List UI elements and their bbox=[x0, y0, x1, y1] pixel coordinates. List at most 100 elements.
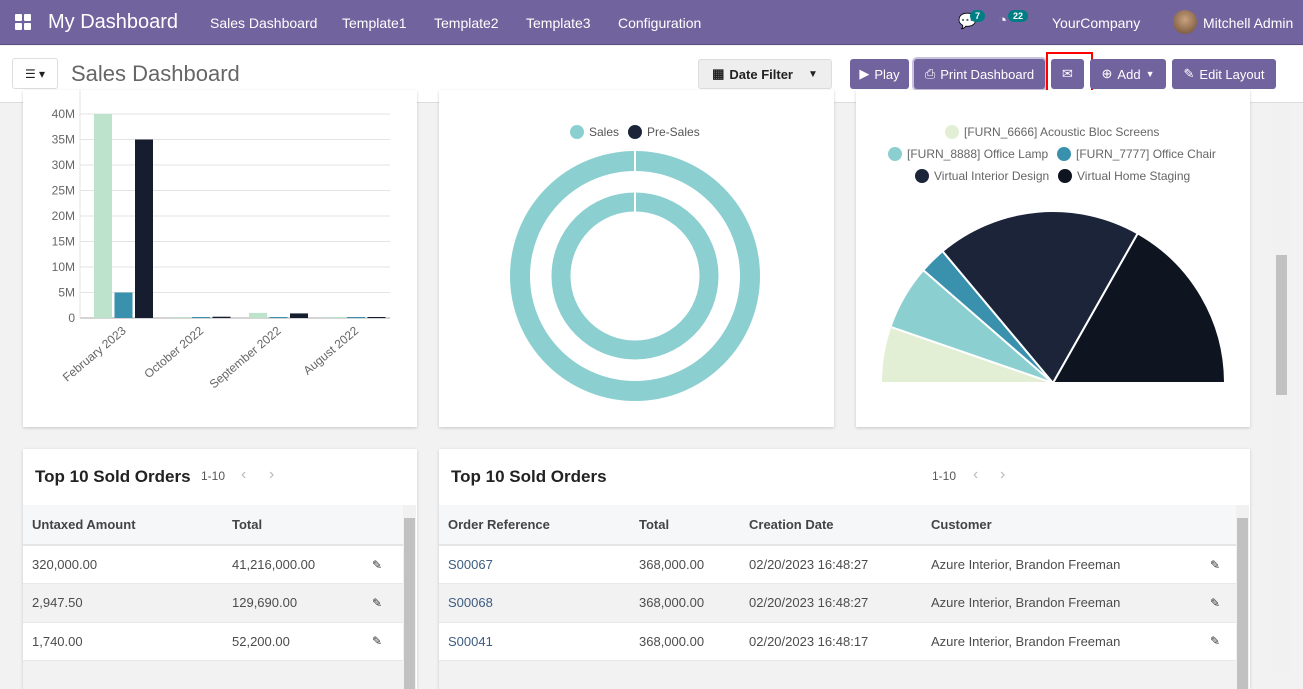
column-header[interactable]: Order Reference bbox=[439, 505, 630, 546]
page-scrollbar[interactable] bbox=[1273, 103, 1290, 671]
app-title[interactable]: My Dashboard bbox=[48, 11, 179, 33]
activities-button[interactable]: ◔ 22 bbox=[998, 10, 1029, 29]
top-orders-card-1: Top 10 Sold Orders 1-10 ‹ › Untaxed Amou… bbox=[23, 449, 417, 689]
cell: S00068 bbox=[439, 583, 630, 623]
bar bbox=[326, 317, 345, 318]
column-header[interactable]: Creation Date bbox=[740, 505, 922, 546]
caret-down-icon: ▼ bbox=[1145, 69, 1155, 79]
bar bbox=[135, 139, 153, 318]
add-button[interactable]: ⊕ Add ▼ bbox=[1090, 59, 1166, 89]
pager-value: 1-10 bbox=[201, 469, 226, 483]
calendar-icon: ▦ bbox=[712, 66, 725, 81]
column-header-actions bbox=[1201, 505, 1236, 546]
table-scrollbar[interactable] bbox=[403, 505, 416, 689]
menu-template1[interactable]: Template1 bbox=[342, 15, 407, 31]
orders-table: Order Reference Total Creation Date Custome… bbox=[439, 505, 1236, 689]
envelope-icon: ✉ bbox=[1062, 66, 1073, 81]
bar bbox=[269, 317, 288, 318]
play-label: Play bbox=[874, 66, 900, 82]
filter-toggle-button[interactable]: ☰ ▾ bbox=[12, 58, 58, 89]
bar bbox=[192, 317, 210, 318]
table-row[interactable]: S00041 368,000.00 02/20/2023 16:48:17 Azure… bbox=[439, 622, 1236, 661]
cell: Azure Interior, Brandon Freeman bbox=[922, 545, 1201, 584]
email-button[interactable]: ✉ bbox=[1051, 59, 1084, 89]
bar bbox=[94, 114, 112, 318]
edit-pencil-icon[interactable]: ✎ bbox=[363, 583, 403, 623]
add-label: Add bbox=[1117, 66, 1141, 82]
edit-pencil-icon[interactable]: ✎ bbox=[1201, 622, 1236, 661]
menu-sales-dashboard[interactable]: Sales Dashboard bbox=[210, 15, 318, 31]
column-header[interactable]: Untaxed Amount bbox=[23, 505, 223, 546]
legend-label: [FURN_8888] Office Lamp bbox=[907, 147, 1049, 161]
bar bbox=[347, 317, 365, 318]
date-filter-dropdown[interactable]: ▦ Date Filter ▼ bbox=[698, 59, 832, 89]
orders-table: Untaxed Amount Total 320,000.00 41,216,000… bbox=[23, 505, 403, 689]
print-dashboard-button[interactable]: ⎙ Print Dashboard bbox=[914, 59, 1045, 89]
user-avatar[interactable] bbox=[1173, 10, 1197, 34]
cell: S00067 bbox=[439, 545, 630, 584]
bar bbox=[114, 292, 133, 318]
pager-previous-icon[interactable]: ‹ bbox=[241, 466, 247, 483]
legend-swatch bbox=[945, 125, 959, 139]
caret-down-icon: ▼ bbox=[807, 68, 818, 80]
legend-label: [FURN_6666] Acoustic Bloc Screens bbox=[964, 125, 1159, 139]
plus-circle-icon: ⊕ bbox=[1101, 66, 1113, 81]
column-header[interactable]: Total bbox=[223, 505, 363, 546]
printer-icon: ⎙ bbox=[924, 66, 936, 81]
bar-chart: 0 5M 10M 15M 20M 25M 30M 35M 40M February 2023 Oct… bbox=[52, 90, 390, 391]
card-title: Top 10 Sold Orders bbox=[35, 467, 191, 486]
legend-swatch bbox=[628, 125, 642, 139]
play-icon: ▶ bbox=[859, 66, 870, 81]
x-tick-label: October 2022 bbox=[141, 323, 206, 381]
clock-icon: ◔ bbox=[998, 12, 1008, 29]
cell: Azure Interior, Brandon Freeman bbox=[922, 622, 1201, 661]
table-row[interactable]: S00068 368,000.00 02/20/2023 16:48:27 Azure… bbox=[439, 583, 1236, 623]
menu-template2[interactable]: Template2 bbox=[434, 15, 499, 31]
column-header[interactable]: Customer bbox=[922, 505, 1201, 546]
legend-label: Virtual Home Staging bbox=[1077, 169, 1190, 183]
pager-value: 1-10 bbox=[932, 469, 957, 483]
menu-template3[interactable]: Template3 bbox=[526, 15, 591, 31]
edit-pencil-icon[interactable]: ✎ bbox=[1201, 545, 1236, 584]
y-tick-label: 40M bbox=[52, 107, 75, 121]
edit-pencil-icon[interactable]: ✎ bbox=[363, 545, 403, 584]
messages-badge: 7 bbox=[970, 10, 986, 22]
pager-next-icon[interactable]: › bbox=[269, 466, 275, 483]
pencil-icon: ✎ bbox=[1183, 66, 1195, 81]
apps-grid-icon[interactable] bbox=[15, 14, 32, 31]
edit-pencil-icon[interactable]: ✎ bbox=[1201, 583, 1236, 623]
doughnut-chart: Sales Pre-Sales bbox=[510, 125, 760, 401]
company-switcher[interactable]: YourCompany bbox=[1052, 15, 1141, 31]
bar bbox=[171, 316, 190, 318]
y-tick-label: 30M bbox=[52, 158, 75, 172]
user-menu[interactable]: Mitchell Admin bbox=[1203, 15, 1294, 31]
table-row[interactable]: S00067 368,000.00 02/20/2023 16:48:27 Azure… bbox=[439, 545, 1236, 584]
table-row[interactable]: 320,000.00 41,216,000.00 ✎ bbox=[23, 545, 403, 584]
edit-pencil-icon[interactable]: ✎ bbox=[363, 622, 403, 661]
edit-layout-button[interactable]: ✎ Edit Layout bbox=[1172, 59, 1276, 89]
legend-label: Pre-Sales bbox=[647, 125, 700, 139]
bar bbox=[212, 316, 231, 318]
bar bbox=[367, 317, 386, 318]
doughnut-chart-card: Sales Pre-Sales bbox=[439, 90, 834, 427]
table-row[interactable]: 1,740.00 52,200.00 ✎ bbox=[23, 622, 403, 661]
messages-button[interactable]: 💬 7 bbox=[958, 10, 986, 30]
legend-label: Virtual Interior Design bbox=[934, 169, 1049, 183]
legend-swatch bbox=[1058, 169, 1072, 183]
table-scrollbar[interactable] bbox=[1236, 505, 1249, 689]
column-header[interactable]: Total bbox=[630, 505, 740, 546]
top-orders-card-2: Top 10 Sold Orders 1-10 ‹ › Order Refere… bbox=[439, 449, 1250, 689]
bar-chart-card: 0 5M 10M 15M 20M 25M 30M 35M 40M February 2023 Oct… bbox=[23, 90, 417, 427]
legend-swatch bbox=[570, 125, 584, 139]
bar bbox=[249, 312, 267, 318]
cell: 52,200.00 bbox=[223, 622, 363, 661]
pager-next-icon[interactable]: › bbox=[1000, 466, 1006, 483]
play-button[interactable]: ▶ Play bbox=[850, 59, 909, 89]
pager-previous-icon[interactable]: ‹ bbox=[973, 466, 979, 483]
cell: 368,000.00 bbox=[630, 545, 740, 584]
table-row[interactable]: 2,947.50 129,690.00 ✎ bbox=[23, 583, 403, 623]
menu-configuration[interactable]: Configuration bbox=[618, 15, 702, 31]
pie-chart-card: [FURN_6666] Acoustic Bloc Screens [FURN_8… bbox=[856, 90, 1250, 427]
cell: 02/20/2023 16:48:17 bbox=[740, 622, 922, 661]
card-title: Top 10 Sold Orders bbox=[451, 467, 607, 486]
